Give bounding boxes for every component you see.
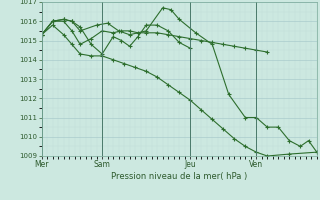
X-axis label: Pression niveau de la mer( hPa ): Pression niveau de la mer( hPa ) — [111, 172, 247, 181]
